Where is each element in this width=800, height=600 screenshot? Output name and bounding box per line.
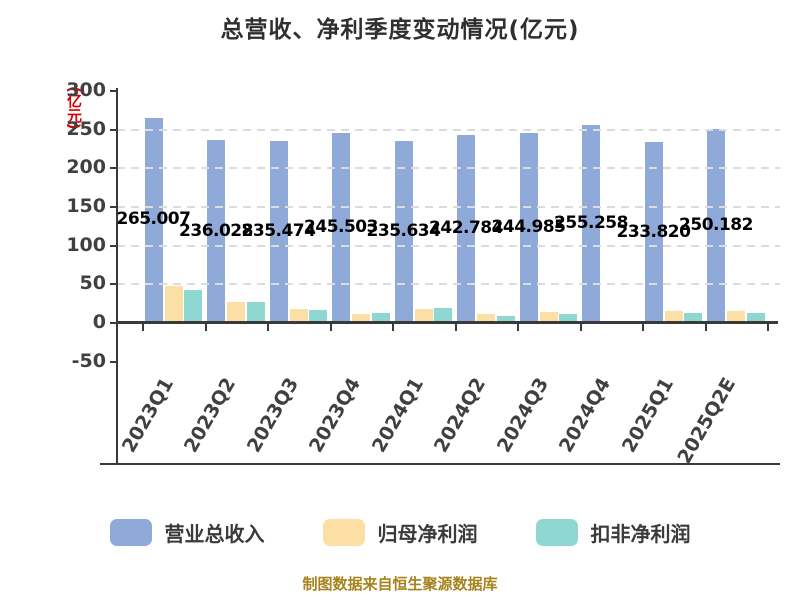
bar-营业总收入-2023Q2 <box>207 140 226 323</box>
y-axis-line <box>116 88 118 465</box>
bar-归母净利润-2023Q1 <box>164 285 183 323</box>
y-tick-200 <box>110 167 117 170</box>
y-tick-300 <box>110 89 117 92</box>
legend-item-revenue: 营业总收入 <box>109 518 265 547</box>
bar-归母净利润-2024Q2 <box>477 313 495 323</box>
category-tick <box>392 324 395 331</box>
category-tick <box>767 324 770 331</box>
value-label-2025Q1: 233.820 <box>616 221 691 242</box>
bar-扣非净利润-2023Q4 <box>371 313 390 323</box>
category-tick <box>142 324 145 331</box>
bar-营业总收入-2024Q4 <box>582 125 601 323</box>
legend-label-revenue: 营业总收入 <box>164 522 265 546</box>
gridline-100 <box>117 244 780 247</box>
y-tick-50 <box>110 283 117 286</box>
y-tick-label-100: 100 <box>66 233 106 256</box>
category-tick <box>704 324 707 331</box>
category-tick <box>642 324 645 331</box>
y-tick-label-200: 200 <box>66 156 106 179</box>
net-profit-color-swatch <box>322 519 365 546</box>
gridline-250 <box>117 128 780 131</box>
legend-item-deducted-net-profit: 扣非净利润 <box>535 518 691 547</box>
bar-扣非净利润-2024Q3 <box>559 313 578 323</box>
value-label-2023Q2: 236.028 <box>179 220 253 241</box>
value-label-2024Q3: 244.985 <box>491 217 566 238</box>
y-tick--50 <box>110 360 117 363</box>
bar-扣非净利润-2025Q2E <box>746 312 765 323</box>
y-axis-unit-label: (亿元) <box>65 86 83 130</box>
x-labels-baseline <box>100 463 780 465</box>
bar-归母净利润-2023Q3 <box>289 309 308 323</box>
category-tick <box>517 324 520 331</box>
bar-扣非净利润-2023Q1 <box>184 290 203 323</box>
y-tick-label-250: 250 <box>66 117 106 140</box>
gridline-150 <box>117 205 780 208</box>
bar-归母净利润-2023Q4 <box>352 314 370 323</box>
y-tick-250 <box>110 128 117 131</box>
legend-label-net-profit: 归母净利润 <box>377 522 478 546</box>
bar-归母净利润-2025Q1 <box>664 310 683 323</box>
bar-营业总收入-2025Q1 <box>644 142 663 323</box>
bar-营业总收入-2023Q4 <box>332 132 351 323</box>
bar-营业总收入-2024Q3 <box>519 133 538 323</box>
gridline-200 <box>117 167 780 170</box>
y-tick-label-0: 0 <box>92 311 106 333</box>
gridline-50 <box>117 283 780 286</box>
value-label-2024Q4: 255.258 <box>554 213 628 234</box>
y-tick-label-150: 150 <box>66 194 106 217</box>
category-tick <box>267 324 270 331</box>
zero-axis-line <box>117 321 778 324</box>
y-tick-0 <box>110 322 117 324</box>
category-tick <box>204 324 207 331</box>
revenue-color-swatch <box>109 519 152 546</box>
category-tick <box>454 324 457 331</box>
bar-扣非净利润-2024Q1 <box>434 308 453 323</box>
bar-归母净利润-2024Q3 <box>539 312 558 323</box>
bar-归母净利润-2025Q2E <box>727 310 745 323</box>
y-tick-150 <box>110 205 117 208</box>
bar-营业总收入-2025Q2E <box>707 129 726 323</box>
bar-营业总收入-2023Q3 <box>269 140 288 323</box>
chart-title: 总营收、净利季度变动情况(亿元) <box>220 17 580 43</box>
bar-扣非净利润-2023Q3 <box>309 309 328 323</box>
value-label-2024Q1: 235.634 <box>366 220 441 241</box>
category-tick <box>579 324 582 331</box>
bar-扣非净利润-2025Q1 <box>684 312 703 323</box>
legend-label-deducted-net-profit: 扣非净利润 <box>590 522 691 546</box>
bar-扣非净利润-2023Q2 <box>246 302 265 323</box>
bar-营业总收入-2024Q2 <box>457 135 476 323</box>
y-tick-label--50: -50 <box>71 349 106 372</box>
y-tick-label-50: 50 <box>79 272 106 295</box>
legend: 营业总收入 归母净利润 扣非净利润 <box>0 518 800 547</box>
value-label-2024Q2: 242.784 <box>429 218 503 239</box>
value-label-2025Q2E: 250.182 <box>679 215 753 236</box>
value-label-2023Q4: 245.503 <box>304 216 378 237</box>
deducted-net-profit-color-swatch <box>535 519 578 546</box>
bar-归母净利润-2024Q1 <box>414 309 433 323</box>
bar-扣非净利润-2024Q2 <box>496 315 515 323</box>
bar-营业总收入-2024Q1 <box>394 140 413 323</box>
value-label-2023Q3: 235.474 <box>241 220 316 241</box>
legend-item-net-profit: 归母净利润 <box>322 518 478 547</box>
y-tick-100 <box>110 244 117 247</box>
y-tick-label-300: 300 <box>66 78 106 101</box>
category-tick <box>329 324 332 331</box>
bar-归母净利润-2023Q2 <box>227 302 245 323</box>
data-source-caption: 制图数据来自恒生聚源数据库 <box>302 575 498 593</box>
value-label-2023Q1: 265.007 <box>116 209 191 230</box>
